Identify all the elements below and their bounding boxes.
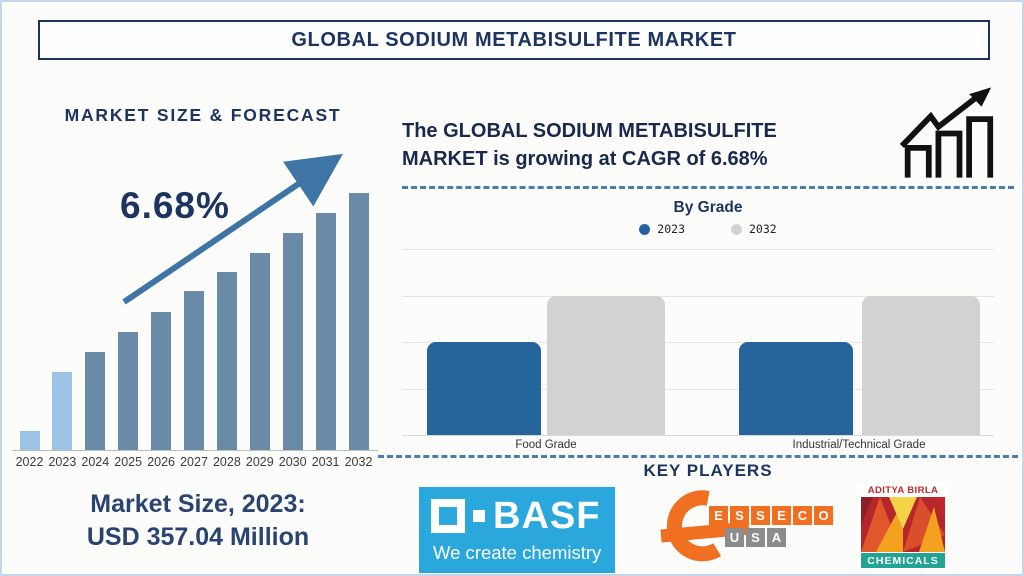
forecast-bar-2030: [282, 233, 303, 450]
dashed-separator-bottom: [378, 455, 1018, 458]
cagr-value-label: 6.68%: [120, 185, 230, 226]
basf-logo: BASF We create chemistry: [419, 487, 615, 573]
basf-logo-row: BASF: [431, 497, 603, 535]
aditya-birla-chemicals-band: CHEMICALS: [861, 553, 945, 568]
aditya-birla-chemicals-logo: ADITYA BIRLA CHEMICALS: [857, 483, 949, 571]
cagr-statement-line2: MARKET is growing at CAGR of 6.68%: [402, 147, 768, 170]
letter-block: S: [746, 528, 765, 547]
market-size-forecast-heading: MARKET SIZE & FORECAST: [64, 105, 342, 125]
grade-bar-2032-food: [547, 295, 665, 435]
aditya-birla-sunburst-icon: [861, 497, 945, 552]
by-grade-title: By Grade: [673, 199, 743, 216]
year-label-2032: 2032: [344, 455, 373, 469]
key-players-heading: KEY PLAYERS: [643, 461, 773, 480]
letter-block: O: [814, 506, 833, 525]
forecast-bar-2026: [151, 312, 172, 450]
year-label-2022: 2022: [15, 455, 44, 469]
legend-item-2023: 2023: [639, 222, 685, 236]
gridline: [402, 388, 994, 390]
market-size-callout: Market Size, 2023: USD 357.04 Million: [2, 488, 394, 554]
letter-block: E: [709, 506, 728, 525]
market-size-line1: Market Size, 2023:: [90, 490, 306, 518]
forecast-bar-2029: [249, 253, 270, 450]
year-label-2026: 2026: [147, 455, 175, 469]
basf-wordmark: BASF: [493, 494, 601, 537]
basf-tagline: We create chemistry: [433, 541, 602, 563]
dashed-separator-top: [402, 186, 1014, 189]
letter-block: S: [751, 506, 770, 525]
by-grade-chart: Food Grade Industrial/Technical Grade: [402, 249, 994, 451]
cagr-statement: The GLOBAL SODIUM METABISULFITE MARKET i…: [402, 118, 892, 173]
page-title-box: GLOBAL SODIUM METABISULFITE MARKET: [38, 20, 990, 60]
market-size-line2: USD 357.04 Million: [86, 523, 310, 551]
year-label-2023: 2023: [48, 455, 77, 469]
grade-category-label: Food Grade: [515, 439, 577, 451]
year-label-2029: 2029: [245, 455, 274, 469]
grade-category-label: Industrial/Technical Grade: [792, 439, 926, 451]
forecast-bar-2022: [19, 431, 40, 450]
forecast-bar-2025: [118, 332, 139, 450]
forecast-bar-2023: [52, 372, 73, 450]
letter-block: A: [767, 528, 786, 547]
forecast-bar-2024: [85, 352, 106, 450]
year-label-2031: 2031: [311, 455, 340, 469]
gridline: [402, 435, 994, 436]
letter-block: S: [730, 506, 749, 525]
legend-dot-icon: [639, 223, 651, 235]
basf-square-dot-icon: [473, 509, 485, 522]
forecast-bar-2027: [184, 291, 204, 450]
letter-block: E: [772, 506, 791, 525]
legend-label: 2023: [657, 222, 685, 236]
year-label-2024: 2024: [81, 455, 110, 469]
grade-bar-2032-industrial: [862, 295, 980, 435]
letter-block: U: [725, 528, 744, 547]
forecast-bar-2031: [315, 213, 336, 450]
legend-label: 2032: [749, 222, 777, 236]
letter-block: C: [793, 506, 812, 525]
x-axis-line: [12, 450, 378, 451]
gridline: [402, 249, 994, 250]
by-grade-legend: 2023 2032: [402, 222, 1014, 236]
year-label-2025: 2025: [114, 455, 143, 469]
forecast-bar-2028: [216, 272, 237, 450]
gridline: [402, 342, 994, 343]
year-label-2030: 2030: [278, 455, 307, 469]
grade-bar-2023-industrial: [739, 342, 853, 435]
growth-chart-icon: [900, 87, 994, 178]
year-label-2027: 2027: [180, 455, 208, 469]
forecast-bar-2032: [348, 193, 369, 450]
legend-item-2032: 2032: [731, 222, 777, 236]
basf-square-outline-icon: [431, 498, 465, 533]
year-label-2028: 2028: [212, 455, 241, 469]
grade-bar-2023-food: [427, 342, 541, 435]
gridline: [402, 295, 994, 297]
legend-dot-icon: [731, 223, 742, 235]
aditya-birla-wordmark: ADITYA BIRLA: [867, 485, 939, 496]
page-title: GLOBAL SODIUM METABISULFITE MARKET: [291, 28, 737, 51]
cagr-statement-line1: The GLOBAL SODIUM METABISULFITE: [402, 120, 777, 142]
